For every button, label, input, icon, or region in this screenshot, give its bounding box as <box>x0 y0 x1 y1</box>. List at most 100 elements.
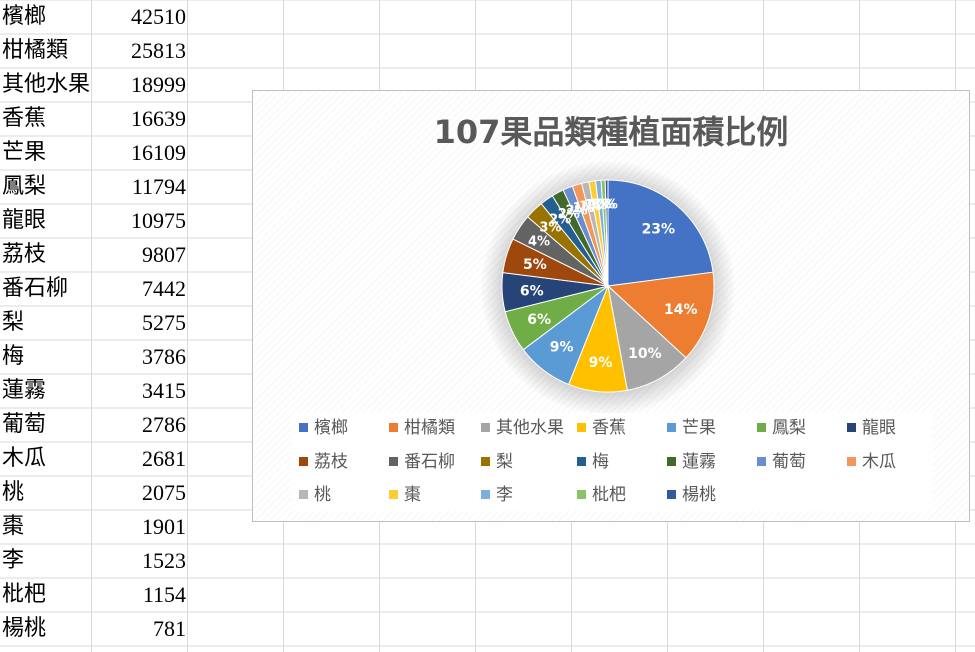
data-label: 1% <box>589 198 611 213</box>
legend-label: 木瓜 <box>862 452 896 472</box>
legend-entry: 梨 <box>481 451 513 473</box>
cell-fruit-name[interactable]: 葡萄 <box>2 412 47 437</box>
data-label: 6% <box>520 284 544 300</box>
cell-fruit-name[interactable]: 香蕉 <box>2 106 47 131</box>
cell-fruit-name[interactable]: 蓮霧 <box>2 378 47 403</box>
table-row: 葡萄 2786 <box>0 408 190 442</box>
cell-area-value[interactable]: 5275 <box>142 310 186 335</box>
cell-fruit-name[interactable]: 柑橘類 <box>2 38 69 63</box>
legend-swatch <box>667 456 676 466</box>
cell-fruit-name[interactable]: 梅 <box>2 344 25 369</box>
cell-area-value[interactable]: 2075 <box>142 480 186 505</box>
legend-label: 荔枝 <box>314 452 348 472</box>
pie-slice[interactable] <box>604 179 609 287</box>
legend-entry: 棗 <box>389 484 421 506</box>
data-label: 9% <box>589 355 613 371</box>
legend-swatch <box>299 489 308 499</box>
legend-entry: 番石柳 <box>389 451 455 473</box>
legend-label: 楊桃 <box>682 485 716 505</box>
legend-swatch <box>577 422 586 432</box>
table-row: 梨 5275 <box>0 306 190 340</box>
cell-fruit-name[interactable]: 龍眼 <box>2 208 47 233</box>
legend-entry: 楊桃 <box>667 484 716 506</box>
legend-swatch <box>667 422 676 432</box>
cell-area-value[interactable]: 11794 <box>131 174 186 199</box>
pie-plot: 23%14%10%9%9%6%6%5%4%3%2%2%2%1%1%1%1%1%0… <box>480 160 736 416</box>
data-label: 2% <box>558 207 580 222</box>
cell-area-value[interactable]: 10975 <box>131 208 186 233</box>
legend-entry: 鳳梨 <box>757 417 806 439</box>
pie-slice[interactable] <box>606 271 715 359</box>
cell-area-value[interactable]: 781 <box>153 616 186 641</box>
cell-area-value[interactable]: 2786 <box>142 412 186 437</box>
legend-entry: 枇杷 <box>577 484 626 506</box>
legend-entry: 柑橘類 <box>389 417 455 439</box>
legend-entry: 李 <box>481 484 513 506</box>
legend-label: 番石柳 <box>404 452 455 472</box>
cell-fruit-name[interactable]: 荔枝 <box>2 242 47 267</box>
table-row: 柑橘類 25813 <box>0 34 190 68</box>
pie-chart[interactable]: 107果品類種植面積比例 23% 14% 10% 9% 9% 6% 6% 5% 4% 3% 2% 2%… <box>252 90 970 522</box>
legend-swatch <box>299 422 308 432</box>
cell-area-value[interactable]: 7442 <box>142 276 186 301</box>
cell-fruit-name[interactable]: 木瓜 <box>2 446 47 471</box>
chart-title: 107果品類種植面積比例 <box>433 113 789 151</box>
table-row: 香蕉 16639 <box>0 102 190 136</box>
cell-fruit-name[interactable]: 桃 <box>2 480 25 505</box>
table-row: 蓮霧 3415 <box>0 374 190 408</box>
cell-area-value[interactable]: 16109 <box>131 140 186 165</box>
data-label: 4% <box>528 234 550 249</box>
cell-area-value[interactable]: 3415 <box>142 378 186 403</box>
legend-label: 芒果 <box>682 418 716 438</box>
cell-area-value[interactable]: 1523 <box>142 548 186 573</box>
cell-fruit-name[interactable]: 檳榔 <box>2 4 47 29</box>
data-label: 3% <box>539 221 561 236</box>
legend-entry: 其他水果 <box>481 417 564 439</box>
legend-swatch <box>577 489 586 499</box>
chart-legend: 檳榔 柑橘類 其他水果 香蕉 芒果 鳳梨 龍眼 荔枝 番石柳 梨 梅 蓮霧 葡萄 木瓜桃 棗 李 枇杷 楊桃 <box>291 413 933 511</box>
cell-area-value[interactable]: 3786 <box>142 344 186 369</box>
cell-fruit-name[interactable]: 鳳梨 <box>2 174 47 199</box>
cell-fruit-name[interactable]: 李 <box>2 548 25 573</box>
legend-label: 柑橘類 <box>404 418 455 438</box>
cell-fruit-name[interactable]: 棗 <box>2 514 25 539</box>
legend-label: 李 <box>496 485 513 505</box>
legend-label: 桃 <box>314 485 331 505</box>
table-row: 棗 1901 <box>0 510 190 544</box>
legend-swatch <box>667 489 676 499</box>
legend-label: 棗 <box>404 485 421 505</box>
data-label: 0% <box>596 197 618 212</box>
cell-area-value[interactable]: 42510 <box>131 4 186 29</box>
legend-entry: 葡萄 <box>757 451 806 473</box>
legend-label: 梅 <box>592 452 609 472</box>
cell-fruit-name[interactable]: 梨 <box>2 310 25 335</box>
legend-label: 枇杷 <box>592 485 626 505</box>
cell-area-value[interactable]: 1901 <box>142 514 186 539</box>
legend-swatch <box>481 489 490 499</box>
cell-fruit-name[interactable]: 番石柳 <box>2 276 69 301</box>
legend-entry: 荔枝 <box>299 451 348 473</box>
cell-fruit-name[interactable]: 枇杷 <box>2 582 47 607</box>
legend-swatch <box>481 422 490 432</box>
cell-area-value[interactable]: 16639 <box>131 106 186 131</box>
pie-slice[interactable] <box>607 179 714 287</box>
table-row: 番石柳 7442 <box>0 272 190 306</box>
cell-area-value[interactable]: 1154 <box>142 582 186 607</box>
cell-area-value[interactable]: 9807 <box>142 242 186 267</box>
data-label: 5% <box>523 257 547 273</box>
legend-label: 梨 <box>496 452 513 472</box>
cell-area-value[interactable]: 18999 <box>131 72 186 97</box>
legend-swatch <box>847 422 856 432</box>
cell-fruit-name[interactable]: 其他水果 <box>2 72 91 97</box>
table-row: 龍眼 10975 <box>0 204 190 238</box>
table-row: 桃 2075 <box>0 476 190 510</box>
legend-label: 鳳梨 <box>772 418 806 438</box>
data-label: 2% <box>566 204 588 219</box>
cell-fruit-name[interactable]: 芒果 <box>2 140 47 165</box>
data-label: 1% <box>585 198 607 213</box>
cell-area-value[interactable]: 25813 <box>131 38 186 63</box>
legend-entry: 木瓜 <box>847 451 896 473</box>
cell-area-value[interactable]: 2681 <box>142 446 186 471</box>
cell-fruit-name[interactable]: 楊桃 <box>2 616 47 641</box>
